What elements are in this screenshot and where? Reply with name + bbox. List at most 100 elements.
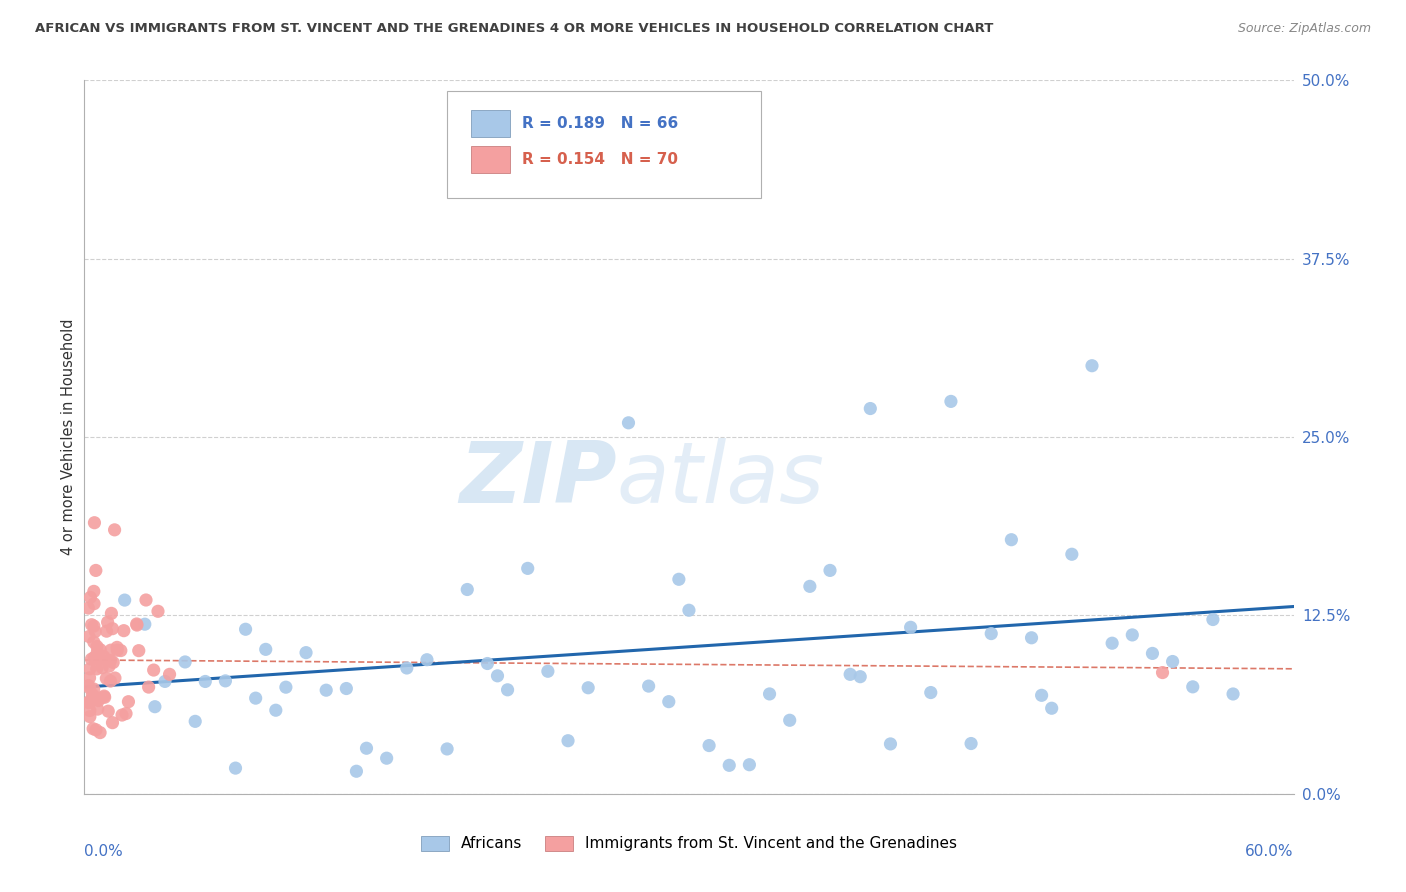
Point xyxy=(1101,636,1123,650)
Point xyxy=(335,681,357,696)
Point xyxy=(84,564,107,578)
Point xyxy=(143,699,166,714)
Point xyxy=(80,652,103,666)
Point xyxy=(90,690,112,705)
Point xyxy=(83,597,105,611)
Point xyxy=(254,642,277,657)
Point xyxy=(718,758,741,772)
Text: Source: ZipAtlas.com: Source: ZipAtlas.com xyxy=(1237,22,1371,36)
Point xyxy=(214,673,236,688)
Text: ZIP: ZIP xyxy=(458,438,616,522)
Point xyxy=(97,615,120,630)
Point xyxy=(77,630,100,644)
Point xyxy=(83,584,105,599)
Point xyxy=(128,643,150,657)
Point xyxy=(100,653,122,667)
Point xyxy=(87,693,110,707)
Point xyxy=(980,626,1002,640)
Point xyxy=(111,708,134,723)
Point xyxy=(939,394,962,409)
Bar xyxy=(471,146,510,173)
Point xyxy=(658,695,681,709)
Point xyxy=(138,680,160,694)
Point xyxy=(617,416,640,430)
Point xyxy=(496,682,519,697)
Point xyxy=(96,672,118,686)
Point xyxy=(86,662,108,676)
Point xyxy=(516,561,538,575)
Point xyxy=(153,674,176,689)
Point xyxy=(100,674,122,689)
Point xyxy=(537,665,560,679)
Point xyxy=(436,742,458,756)
Point xyxy=(77,679,100,693)
Point xyxy=(1060,547,1083,561)
Point xyxy=(159,667,181,681)
Point xyxy=(1081,359,1104,373)
Point xyxy=(110,643,132,657)
Point xyxy=(80,617,103,632)
Point xyxy=(79,662,101,676)
Point xyxy=(598,159,620,173)
Point xyxy=(117,695,139,709)
Point xyxy=(375,751,398,765)
Point xyxy=(859,401,882,416)
Point xyxy=(879,737,901,751)
Point xyxy=(83,681,105,696)
Point xyxy=(93,649,115,664)
Point xyxy=(79,591,101,605)
Point xyxy=(697,739,720,753)
Point xyxy=(86,640,108,654)
Point xyxy=(295,646,318,660)
Point xyxy=(142,663,165,677)
Point xyxy=(105,640,128,655)
Point xyxy=(104,523,127,537)
Point xyxy=(115,706,138,721)
Point xyxy=(84,624,107,639)
Point xyxy=(1000,533,1022,547)
Point xyxy=(960,737,983,751)
Point xyxy=(82,722,104,736)
Point xyxy=(79,671,101,685)
Point xyxy=(346,764,368,779)
Point xyxy=(637,679,659,693)
Point xyxy=(799,579,821,593)
Point xyxy=(576,681,599,695)
Point xyxy=(1121,628,1143,642)
Point xyxy=(395,661,418,675)
Point xyxy=(100,643,122,657)
Point xyxy=(1031,689,1053,703)
Point xyxy=(849,670,872,684)
Point xyxy=(456,582,478,597)
Point xyxy=(98,659,121,673)
Point xyxy=(1222,687,1244,701)
Text: R = 0.189   N = 66: R = 0.189 N = 66 xyxy=(522,116,678,131)
Point xyxy=(1021,631,1043,645)
Point xyxy=(125,617,148,632)
Point xyxy=(79,704,101,718)
Text: atlas: atlas xyxy=(616,438,824,522)
Point xyxy=(668,572,690,586)
Point xyxy=(274,680,297,694)
Point xyxy=(818,563,841,577)
Point xyxy=(920,685,942,699)
Point xyxy=(83,652,105,666)
Point xyxy=(90,652,112,666)
Point xyxy=(146,604,169,618)
Point xyxy=(194,674,217,689)
Point xyxy=(77,695,100,709)
Point xyxy=(486,669,509,683)
Point xyxy=(105,643,128,657)
Text: 60.0%: 60.0% xyxy=(1246,844,1294,859)
Point xyxy=(83,516,105,530)
Y-axis label: 4 or more Vehicles in Household: 4 or more Vehicles in Household xyxy=(60,318,76,556)
Point xyxy=(86,702,108,716)
Point xyxy=(678,603,700,617)
Point xyxy=(77,696,100,710)
Point xyxy=(1040,701,1063,715)
Point xyxy=(1152,665,1174,680)
Text: 0.0%: 0.0% xyxy=(84,844,124,859)
Point xyxy=(80,692,103,706)
Point xyxy=(225,761,247,775)
Point xyxy=(839,667,862,681)
